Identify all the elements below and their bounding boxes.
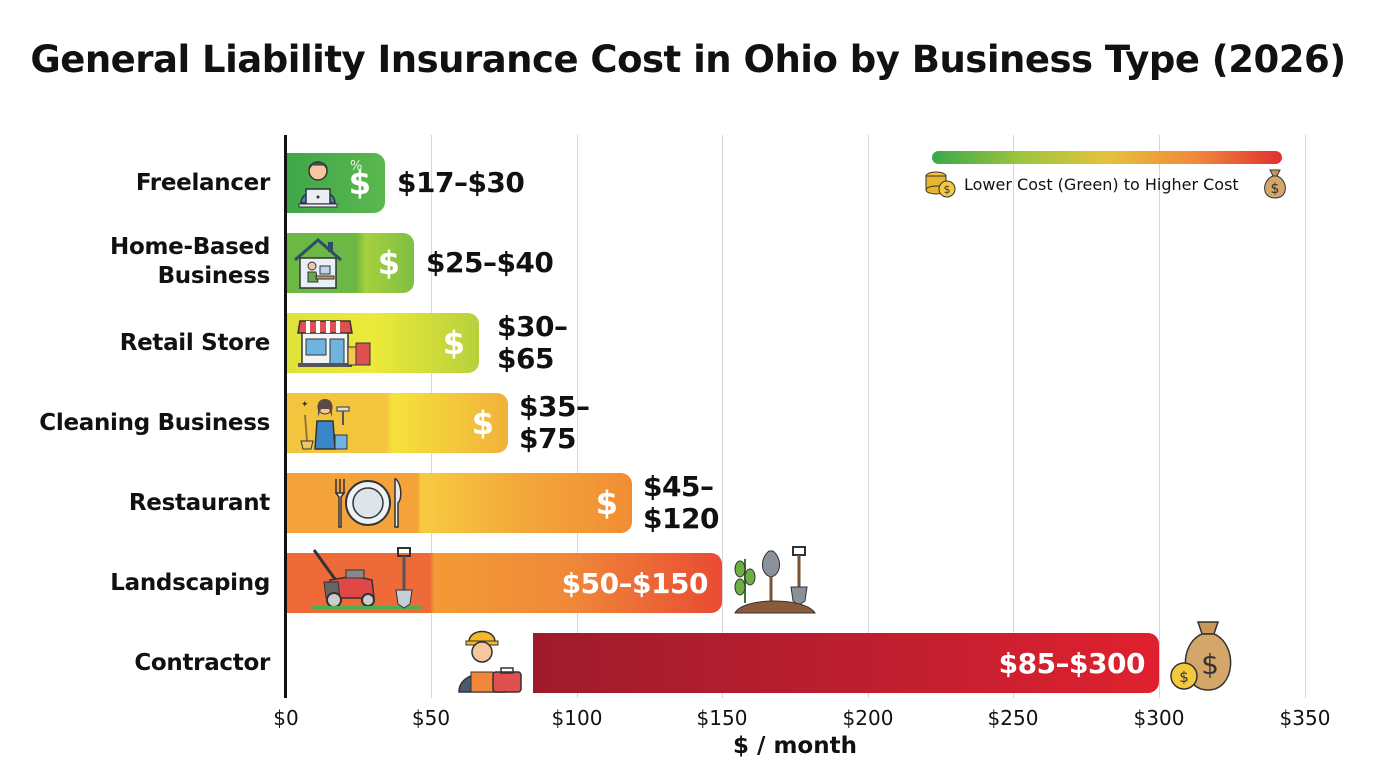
gridline (1159, 135, 1160, 698)
svg-text:$: $ (1271, 181, 1280, 197)
x-tick-label: $250 (987, 706, 1039, 730)
svg-text:✦: ✦ (301, 400, 309, 410)
dollar-icon: $ (471, 404, 494, 442)
svg-text:$: $ (1179, 668, 1189, 686)
value-label-cleaning-business: $35–$75 (519, 391, 599, 455)
cost-gradient-legend (932, 151, 1282, 164)
garden-tools-icon (733, 545, 817, 615)
gridline (722, 135, 723, 698)
category-label-landscaping: Landscaping (110, 570, 270, 596)
svg-text:$: $ (944, 183, 951, 196)
bar-home-based-business: $ (286, 233, 414, 293)
bar-restaurant: $ (286, 473, 632, 533)
chart-title: General Liability Insurance Cost in Ohio… (30, 38, 1346, 81)
x-tick-label: $100 (551, 706, 603, 730)
x-axis-title: $ / month (733, 733, 857, 759)
value-label-retail-store: $30–$65 (497, 311, 577, 375)
bar-freelancer: % $ (286, 153, 385, 213)
x-tick-label: $150 (696, 706, 748, 730)
bar-landscaping: $50–$150 (286, 547, 722, 613)
legend-label: Lower Cost (Green) to Higher Cost (964, 175, 1239, 194)
gridline (868, 135, 869, 698)
person-laptop-icon (292, 157, 344, 209)
dollar-icon: $ (442, 324, 465, 362)
value-label-text: $30–$65 (497, 310, 568, 375)
gridline (577, 135, 578, 698)
gridline (1305, 135, 1306, 698)
value-label-contractor: $85–$300 (998, 646, 1146, 680)
bar-cleaning-business: ✦ $ (286, 393, 508, 453)
percent-icon: % (350, 159, 363, 174)
category-label-contractor: Contractor (134, 650, 270, 676)
category-label-freelancer: Freelancer (135, 170, 270, 196)
dollar-icon: $ (595, 484, 618, 522)
money-bag-coin-icon: $ $ (1168, 618, 1242, 694)
storefront-icon (296, 317, 376, 369)
x-tick-label: $350 (1279, 706, 1331, 730)
value-label-home-based-business: $25–$40 (426, 246, 554, 279)
dollar-icon: $ (348, 164, 371, 202)
dollar-icon: $ (377, 244, 400, 282)
x-tick-label: $300 (1133, 706, 1185, 730)
y-axis-line (284, 135, 287, 698)
x-tick-label: $0 (273, 706, 299, 730)
category-label-cleaning-business: Cleaning Business (39, 410, 270, 436)
category-label-retail-store: Retail Store (119, 330, 271, 356)
bar-retail-store: $ (286, 313, 479, 373)
value-label-text: $45–$120 (643, 470, 719, 535)
svg-text:$: $ (1201, 648, 1219, 681)
home-office-icon (292, 237, 344, 289)
bar-contractor: $85–$300 (533, 633, 1159, 693)
value-label-landscaping: $50–$150 (561, 566, 709, 600)
value-label-restaurant: $45–$120 (643, 471, 733, 535)
value-label-freelancer: $17–$30 (397, 166, 525, 199)
money-bag-icon: $ (1258, 166, 1292, 200)
gridline (1013, 135, 1014, 698)
coin-stack-icon: $ (924, 170, 956, 198)
construction-worker-icon (455, 622, 525, 694)
cleaner-icon: ✦ (292, 397, 358, 450)
category-label-restaurant: Restaurant (128, 490, 270, 516)
category-label-home-based-business: Home-Based Business (110, 234, 270, 289)
value-label-text: $35–$75 (519, 390, 590, 455)
lawnmower-shovel-icon (310, 545, 422, 613)
x-tick-label: $200 (842, 706, 894, 730)
x-tick-label: $50 (411, 706, 451, 730)
plate-cutlery-icon (328, 477, 408, 529)
